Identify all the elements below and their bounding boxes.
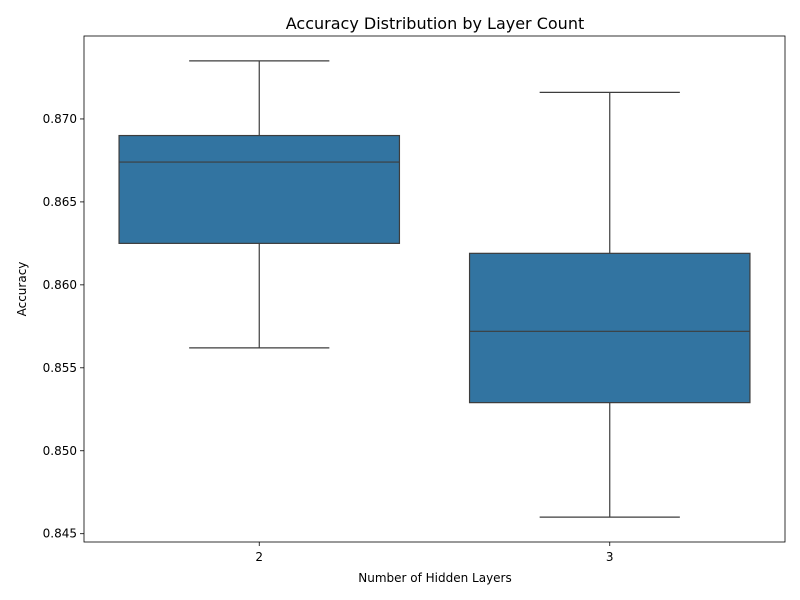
x-axis-label: Number of Hidden Layers (358, 571, 512, 585)
y-tick-label: 0.860 (43, 278, 77, 292)
plot-frame (83, 35, 786, 543)
y-tick-label: 0.845 (43, 527, 77, 541)
chart-title: Accuracy Distribution by Layer Count (286, 14, 584, 33)
y-tick-label: 0.850 (43, 444, 77, 458)
box-iqr (118, 134, 401, 244)
y-tick-label: 0.865 (43, 195, 77, 209)
box-group-2 (118, 60, 401, 349)
box-iqr (468, 252, 751, 404)
y-axis-label: Accuracy (15, 262, 29, 317)
box-group-3 (468, 91, 751, 518)
y-tick-label: 0.855 (43, 361, 77, 375)
y-tick-label: 0.870 (43, 112, 77, 126)
x-tick-label: 2 (255, 550, 263, 564)
x-tick-label: 3 (606, 550, 614, 564)
